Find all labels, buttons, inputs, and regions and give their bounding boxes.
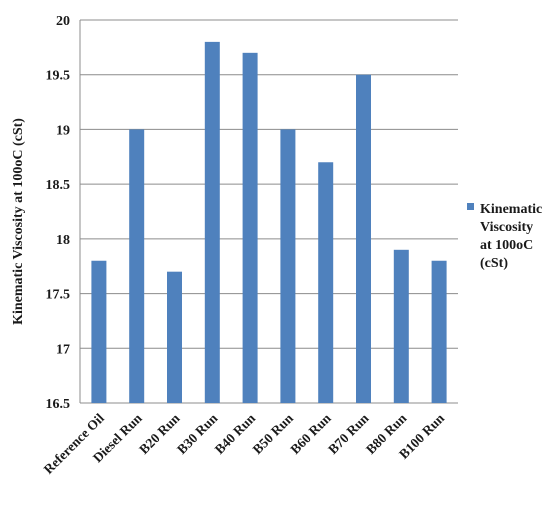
bar: [431, 260, 447, 403]
legend-label: at 100oC: [480, 238, 533, 253]
x-tick-label: B40 Run: [212, 410, 259, 457]
y-tick-label: 17: [56, 342, 70, 357]
bar: [393, 249, 409, 403]
bar: [204, 41, 220, 404]
y-tick-labels: 16.5 17 17.5 18 18.5 19 19.5 20: [46, 14, 71, 412]
bar: [356, 74, 371, 403]
y-axis-label: Kinematic Viscosity at 100oC (cSt): [11, 118, 26, 325]
y-tick-label: 20: [56, 14, 70, 29]
bar: [242, 52, 258, 403]
x-tick-label: B30 Run: [174, 410, 221, 457]
legend: Kinematic Viscosity at 100oC (cSt): [467, 202, 542, 271]
y-tick-label: 19.5: [46, 69, 71, 84]
y-tick-label: 17.5: [46, 288, 71, 303]
y-tick-label: 16.5: [46, 397, 71, 412]
x-tick-label: B70 Run: [325, 410, 372, 457]
x-tick-label: B50 Run: [250, 410, 297, 457]
legend-label: Viscosity: [480, 220, 533, 235]
x-tick-label: B60 Run: [287, 410, 334, 457]
x-tick-label: Reference Oil: [41, 410, 108, 477]
legend-label: Kinematic: [480, 202, 542, 217]
bar: [280, 129, 296, 403]
y-tick-label: 18: [56, 233, 70, 248]
y-tick-label: 18.5: [46, 178, 71, 193]
legend-label: (cSt): [480, 256, 508, 271]
bar: [129, 129, 145, 403]
x-tick-label: B20 Run: [136, 410, 183, 457]
bar: [318, 162, 334, 403]
bar: [91, 260, 107, 403]
bar: [167, 271, 182, 403]
y-tick-label: 19: [56, 123, 70, 138]
bars: [91, 41, 447, 404]
legend-swatch: [467, 203, 474, 210]
